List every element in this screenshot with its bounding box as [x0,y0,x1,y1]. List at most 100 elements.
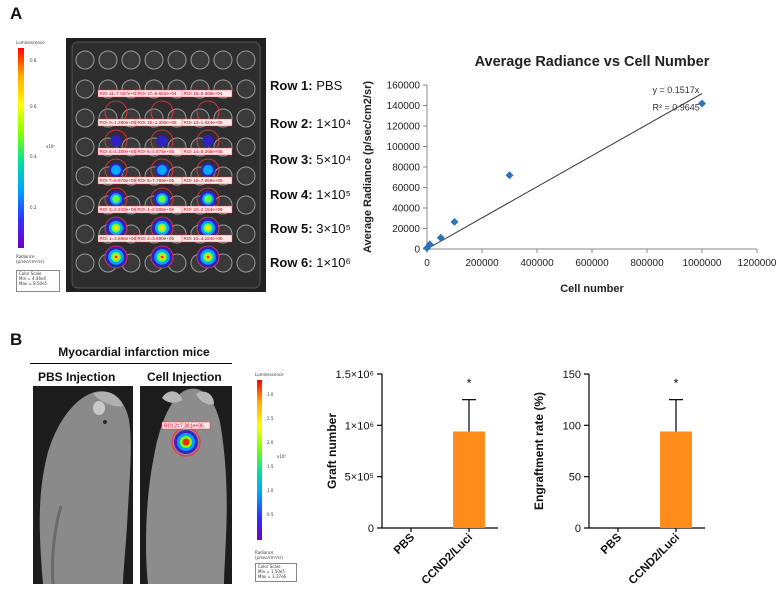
color-scale-box: Color Scale Min = 1.50e5 Max = 3.27e6 [255,563,297,582]
roi-label-text: ROI 3=2.243e+06 [100,207,137,212]
plate-well [236,224,256,244]
plate-well [236,166,256,186]
plate-well [75,195,95,215]
well-plate-image: ROI 11=7.027e+04 ROI 17=8.622e+04 ROI 18=8… [66,38,266,292]
roi-circle [150,245,174,269]
trendline-equation: y = 0.1517x [653,85,700,95]
x-tick-label: 400000 [520,258,554,269]
cell-mouse-image: ROI 2=7.381e+06 [140,386,232,584]
roi-label-text: ROI 5=4.309e+05 [100,149,137,154]
y-tick-label: 0 [368,523,374,535]
mouse-ear [93,401,105,415]
plate-well [75,108,95,128]
roi-label-box [161,421,211,430]
y-tick-label: 1.5×10⁶ [336,369,374,381]
data-point [505,171,514,180]
color-scale-label: Color Scale [19,271,42,276]
roi-label-text: ROI 9=1.280e+05 [100,120,137,125]
x-tick-label: 1200000 [738,258,777,269]
pbs-mouse-svg [33,386,133,585]
row-name: Row 6: [270,255,313,270]
plate-well [236,79,256,99]
luminescence-signal [112,195,120,203]
scale-tick: 0.8 [30,58,37,63]
roi-circle [196,245,220,269]
scale-exponent: x10⁶ [277,454,287,459]
y-tick-label: 100000 [387,142,421,153]
plate-well [98,50,118,70]
scale-tick: 2.0 [267,440,274,445]
y-tick-label: 80000 [392,163,420,174]
plate-well [236,253,256,273]
cell-injection-title: Cell Injection [147,370,222,384]
scale-tick: 0.6 [30,104,37,109]
row-name: Row 1: [270,78,313,93]
roi-label-text: ROI 18=8.668e+04 [184,91,224,96]
plate-well [75,224,95,244]
row-value: PBS [316,78,343,93]
y-tick-label: 40000 [392,204,420,215]
chart-title: Average Radiance vs Cell Number [475,54,710,70]
color-gradient-bar [18,48,24,248]
luminescence-signal [159,225,165,231]
scale-tick: 1.0 [267,488,274,493]
y-tick-label: 60000 [392,183,420,194]
mouse-eye [103,420,107,424]
row-value: 1×10⁶ [316,255,351,270]
scatter-chart: Average Radiance vs Cell Number 0 20000 400… [362,54,777,295]
x-tick-label: 600000 [575,258,609,269]
engraftment-rate-chart: 0 50 100 150 Engraftment rate (%) PBS * CCND2/L… [532,369,705,587]
roi-label-text: ROI 12=2.154e+06 [184,207,224,212]
x-tick-label: 200000 [465,258,499,269]
scale-unit: (p/sec/cm²/sr) [16,259,44,264]
roi-label-text: ROI 17=8.622e+04 [138,91,178,96]
y-tick-label: 160000 [387,81,421,92]
row-label-6: Row 6: 1×10⁶ [270,255,351,270]
data-point [436,233,445,242]
row-name: Row 4: [270,187,313,202]
cell-mouse-svg: ROI 2=7.381e+06 [140,386,232,584]
y-tick-label: 120000 [387,122,421,133]
plate-well [190,50,210,70]
color-scale-label: Color Scale [258,564,281,569]
row-label-1: Row 1: PBS [270,78,342,93]
roi-label-text: ROI 13=1.524e+05 [184,120,224,125]
scale-tick: 2.5 [267,416,274,421]
graft-number-chart: 0 5×10⁵ 1×10⁶ 1.5×10⁶ Graft number PBS * CCND2/… [325,369,498,587]
color-scale-min: Min = 4.46e4 [19,276,46,281]
x-tick-label: 0 [424,258,430,269]
y-tick-label: 20000 [392,224,420,235]
luminescence-signal [156,135,168,147]
luminescence-signal [114,255,118,259]
mouse-fold [51,505,63,585]
trendline-r2: R² = 0.9645 [653,103,700,113]
x-tick-label: PBS [392,531,417,556]
roi-label-text: ROI 4=2.008e+06 [138,207,175,212]
luminescence-signal [206,255,210,259]
y-axis-label: Graft number [325,413,339,489]
roi-label-text: ROI 10=4.224e+06 [184,236,224,241]
trendline [426,93,703,250]
row-value: 1×10⁴ [316,116,352,131]
luminescence-signal [110,135,122,147]
row-value: 3×10⁵ [316,221,351,236]
data-point [698,99,706,108]
roi-label-box [181,147,233,156]
scale-unit: Radiance [255,550,274,555]
color-scale-a: Luminescence 0.8 0.6 0.4 x10⁶ 0.2 Radian… [16,40,64,295]
roi-label-text: ROI 8=7.769e+05 [138,178,175,183]
color-scale-title: Luminescence [255,372,284,377]
roi-label-text: ROI 2=3.890e+06 [138,236,175,241]
row-value: 5×10⁴ [316,152,352,167]
luminescence-signal [203,165,213,175]
plate-well [75,253,95,273]
color-gradient-bar [257,380,262,540]
y-tick-label: 150 [563,369,581,381]
plate-well [236,137,256,157]
plate-well [75,50,95,70]
color-scale-min: Min = 1.50e5 [258,569,285,574]
plate-well [167,50,187,70]
luminescence-signal [202,135,214,147]
row-name: Row 5: [270,221,313,236]
luminescence-signal [157,165,167,175]
